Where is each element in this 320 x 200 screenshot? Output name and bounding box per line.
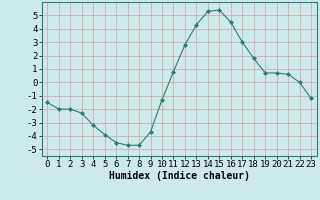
X-axis label: Humidex (Indice chaleur): Humidex (Indice chaleur) — [109, 171, 250, 181]
